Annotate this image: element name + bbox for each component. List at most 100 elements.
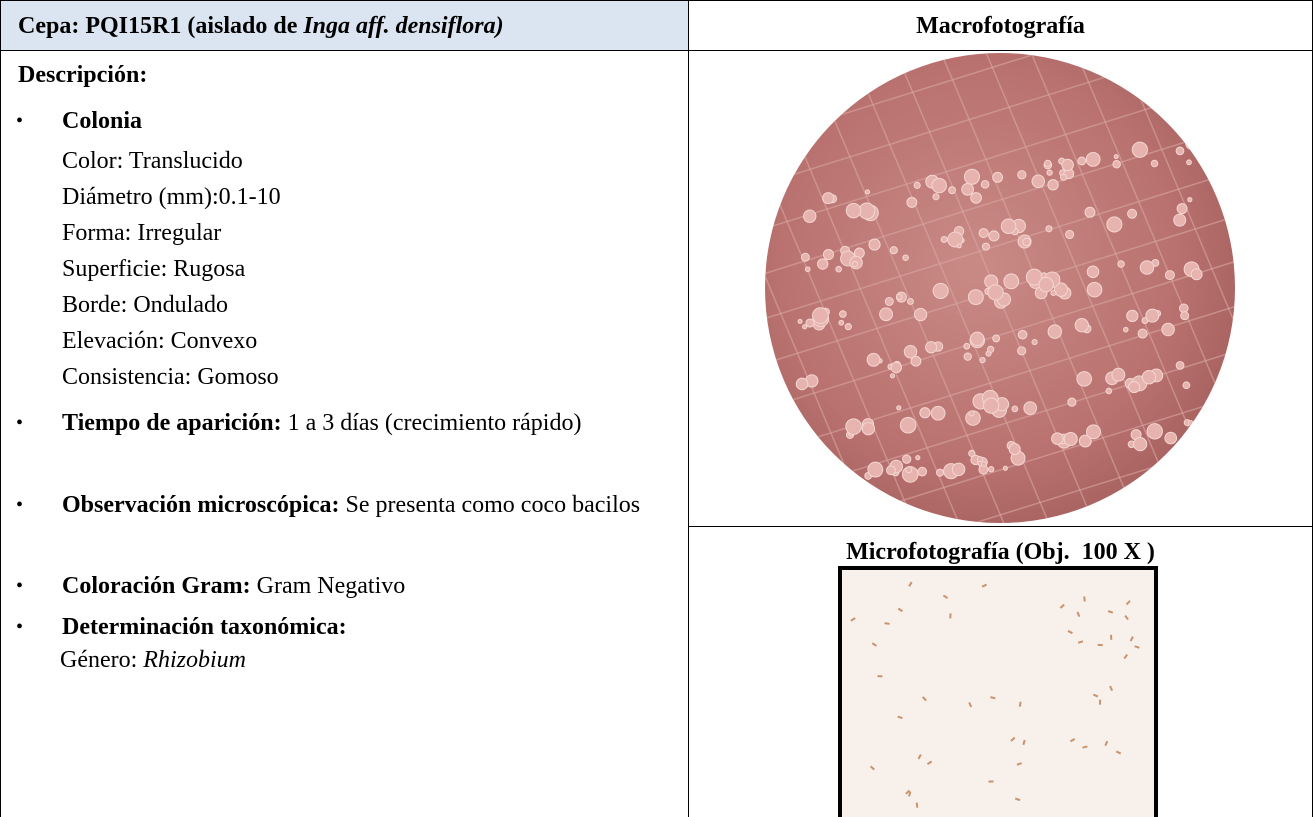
- colony: [1045, 225, 1053, 233]
- colony: [925, 341, 938, 354]
- colony: [1164, 270, 1175, 281]
- colony: [917, 466, 928, 477]
- grid-pattern: [984, 53, 1186, 523]
- item: Observación microscópica: Se presenta co…: [62, 487, 662, 523]
- bullet: •: [16, 494, 24, 516]
- border: [0, 0, 1313, 1]
- cell: [1018, 701, 1022, 707]
- colony: [1127, 208, 1138, 219]
- colony: [1023, 401, 1038, 415]
- grid-pattern: [765, 124, 1235, 276]
- colony: [906, 298, 914, 305]
- colony: [1076, 371, 1093, 387]
- bullet: •: [16, 412, 24, 434]
- colony: [884, 297, 894, 306]
- cell: [1097, 643, 1103, 647]
- item: Tiempo de aparición: 1 a 3 días (crecimi…: [62, 405, 662, 441]
- colony: [866, 352, 881, 367]
- colony: [913, 307, 928, 322]
- colony: [987, 345, 995, 353]
- colony: [1133, 437, 1148, 452]
- cell: [949, 613, 952, 619]
- colony: [940, 235, 948, 243]
- cell: [1109, 685, 1114, 692]
- colony: [931, 177, 947, 194]
- cell: [1069, 737, 1076, 743]
- colony: [1122, 326, 1129, 333]
- colony: [1011, 405, 1019, 413]
- colony: [970, 192, 982, 204]
- colony: [1077, 156, 1087, 166]
- colony-title: Colonia: [62, 108, 143, 134]
- colony: [896, 405, 902, 411]
- colony: [1067, 397, 1077, 407]
- colony: [951, 462, 966, 477]
- colony: [858, 202, 876, 220]
- colony: [1017, 329, 1028, 340]
- colony: [805, 318, 815, 328]
- cell: [926, 760, 933, 766]
- cell: [1134, 645, 1140, 649]
- cell: [884, 622, 890, 625]
- cell: [1098, 699, 1102, 705]
- item-text: Se presenta como coco bacilos: [339, 492, 641, 518]
- colony: [1180, 311, 1190, 321]
- grid-pattern: [765, 53, 916, 523]
- cell: [908, 581, 913, 587]
- colony: [1190, 268, 1203, 281]
- colony: [1113, 154, 1119, 160]
- colony: [803, 209, 817, 223]
- cell: [905, 789, 911, 795]
- cell: [1124, 614, 1129, 621]
- colony: [851, 260, 859, 268]
- cell: [1077, 640, 1084, 644]
- colony: [992, 334, 1001, 343]
- border: [688, 0, 689, 817]
- cell: [915, 802, 919, 808]
- cell: [922, 696, 927, 702]
- colony: [1182, 381, 1191, 390]
- colony: [840, 480, 856, 496]
- colony: [967, 289, 984, 306]
- colony: [797, 486, 806, 495]
- colony: [1131, 141, 1148, 158]
- colony: [981, 242, 990, 251]
- colony: [838, 319, 845, 326]
- cell: [968, 702, 973, 708]
- header-cell-left: [1, 1, 688, 50]
- colony: [968, 449, 976, 458]
- colony: [835, 265, 842, 273]
- colony: [822, 192, 835, 205]
- colony-line: Forma: Irregular: [62, 220, 222, 246]
- colony: [889, 246, 898, 255]
- colony: [961, 182, 974, 196]
- cell: [1104, 740, 1109, 747]
- border: [0, 0, 1, 817]
- cell: [897, 607, 903, 613]
- colony: [1060, 173, 1068, 181]
- colony: [987, 466, 995, 473]
- colony: [1000, 218, 1017, 234]
- cell: [981, 583, 987, 588]
- colony: [1017, 170, 1027, 180]
- colony: [992, 171, 1004, 183]
- colony: [988, 230, 1000, 242]
- cell: [988, 780, 994, 783]
- colony: [1175, 360, 1185, 370]
- cell: [1092, 693, 1099, 698]
- colony: [802, 324, 808, 330]
- colony: [1050, 289, 1057, 297]
- colony: [980, 179, 990, 189]
- colony: [968, 410, 975, 417]
- colony: [932, 282, 949, 299]
- colony: [963, 168, 981, 185]
- colony: [817, 258, 829, 270]
- cell: [1016, 762, 1022, 766]
- colony: [800, 252, 810, 262]
- colony: [1137, 328, 1148, 339]
- colony: [1051, 432, 1064, 445]
- grid-pattern: [1074, 53, 1235, 523]
- colony: [903, 344, 918, 359]
- colony: [861, 421, 876, 436]
- colony: [1017, 346, 1027, 356]
